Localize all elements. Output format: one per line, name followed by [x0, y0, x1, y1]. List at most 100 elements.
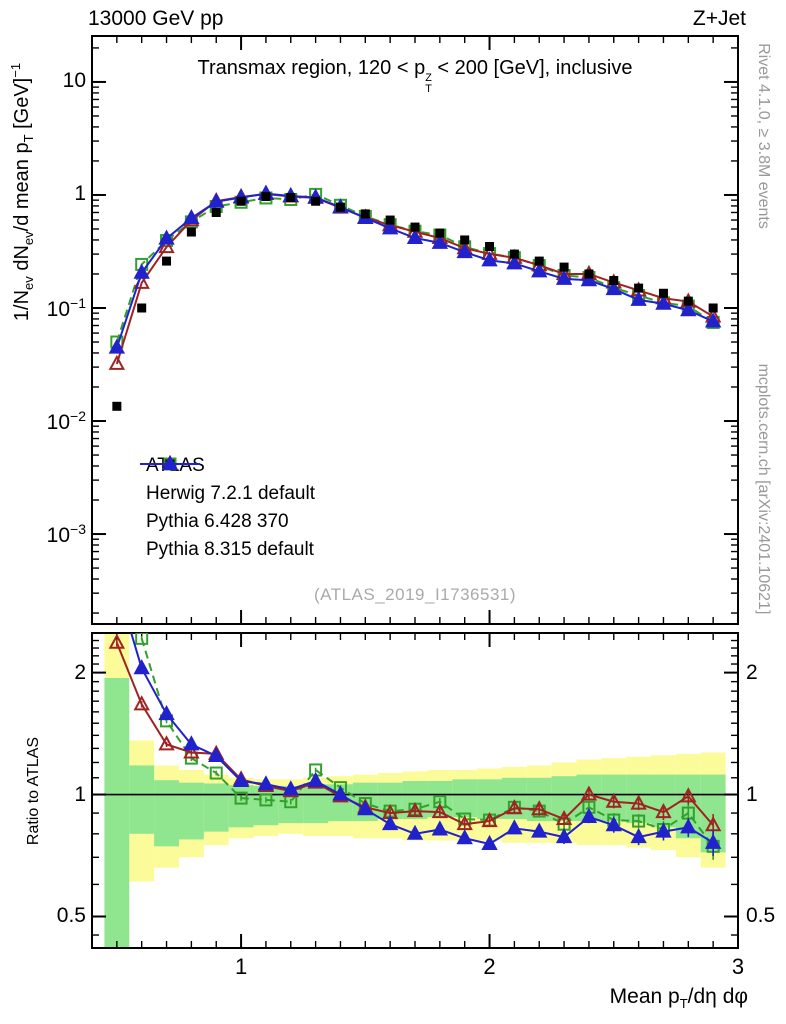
data-point-marker [360, 209, 370, 219]
data-point-marker [406, 228, 424, 245]
data-point-marker [509, 249, 519, 259]
data-point-marker [655, 294, 672, 310]
data-point-marker [605, 816, 622, 832]
data-point-marker [531, 262, 548, 278]
x-tick-label: 3 [731, 954, 745, 979]
data-point-marker [605, 279, 622, 296]
data-point-marker [236, 196, 246, 206]
data-point-marker [456, 243, 473, 259]
data-point-marker [680, 301, 697, 317]
legend-item: Pythia 6.428 370 [138, 454, 315, 536]
data-point-marker [431, 233, 449, 249]
legend-item-label: Pythia 8.315 default [146, 539, 314, 560]
data-point-marker [431, 803, 449, 819]
main-series-layer [108, 184, 722, 411]
x-tick-label: 2 [483, 954, 496, 979]
ratio-y-tick-label-left: 1 [74, 782, 86, 806]
data-point-marker [183, 743, 200, 759]
data-point-marker [110, 578, 123, 590]
data-point-marker [555, 269, 573, 285]
data-point-marker [282, 780, 299, 796]
data-point-marker [135, 633, 149, 645]
data-point-marker [259, 793, 273, 807]
legend-item-label: Herwig 7.2.1 default [146, 483, 315, 504]
data-point-marker [506, 799, 523, 815]
axis-title-part: /dη dφ [687, 985, 748, 1008]
data-point-marker [108, 633, 126, 649]
data-point-marker [133, 695, 150, 711]
data-point-marker [704, 833, 722, 849]
data-point-marker [158, 237, 175, 254]
data-point-marker [286, 192, 296, 202]
data-point-marker [211, 207, 221, 217]
data-point-marker [632, 814, 646, 828]
legend-item: Pythia 8.315 default [138, 454, 315, 564]
ratio-y-tick-label-right: 2 [746, 660, 758, 684]
ratio-uncertainty-bands [104, 633, 726, 948]
pt-subscript: T [425, 82, 432, 95]
data-point-marker [555, 809, 573, 826]
data-point-marker [234, 791, 248, 805]
data-point-marker [431, 820, 449, 836]
data-point-marker [410, 222, 420, 232]
green-band-bin [203, 783, 229, 832]
ratio-y-tick-label-right: 1 [746, 782, 758, 806]
data-point-marker [481, 251, 498, 267]
data-point-marker [332, 785, 349, 801]
data-point-marker [481, 834, 498, 850]
green-band-bin [303, 784, 329, 824]
green-band-bin [228, 785, 254, 828]
data-point-marker [385, 215, 395, 225]
main-y-tick-label: 10−1 [46, 294, 86, 321]
data-point-marker [381, 815, 399, 831]
data-point-marker [112, 401, 122, 411]
data-point-marker [531, 800, 548, 816]
data-point-marker [133, 263, 150, 279]
main-y-tick-label: 10 [62, 68, 86, 92]
data-point-marker [680, 787, 697, 803]
green-band-bin [129, 765, 155, 834]
x-tick-label: 1 [234, 954, 248, 979]
data-point-marker [580, 807, 598, 824]
main-y-tick-label: 10−2 [46, 408, 86, 435]
data-point-marker [111, 559, 122, 570]
data-point-marker [534, 256, 544, 266]
data-point-marker [381, 219, 399, 235]
beam-energy-label: 13000 GeV pp [88, 7, 224, 30]
data-point-marker [580, 785, 598, 801]
data-point-marker [559, 262, 569, 272]
data-point-marker [108, 338, 126, 354]
data-point-marker [658, 288, 668, 298]
data-point-marker [208, 746, 225, 762]
legend-item-label: Pythia 6.428 370 [146, 511, 289, 532]
data-point-marker [406, 824, 424, 840]
ratio-series-layer [108, 559, 722, 860]
series-line [115, 193, 714, 365]
data-point-marker [357, 800, 374, 816]
data-point-marker [506, 819, 523, 835]
main-y-tick-label: 1 [74, 181, 86, 205]
data-point-marker [186, 227, 196, 237]
data-point-marker [609, 276, 619, 286]
data-point-marker [158, 704, 175, 721]
process-label: Z+Jet [692, 7, 746, 30]
plot-title-suffix: < 200 [GeV], inclusive [431, 57, 633, 79]
axis-title-part: T [679, 996, 688, 1012]
data-point-marker [133, 659, 150, 675]
data-point-marker [261, 191, 271, 201]
data-point-marker [506, 254, 523, 270]
data-point-marker [683, 296, 693, 306]
data-point-marker [311, 196, 321, 206]
triangle-filled-legend-marker-icon [140, 454, 200, 470]
data-point-marker [481, 811, 498, 828]
series-line [115, 193, 714, 343]
plot-title-prefix: Transmax region, 120 < p [197, 57, 426, 79]
data-point-marker [183, 208, 200, 225]
axis-ticks [92, 36, 739, 948]
data-point-marker [704, 816, 722, 832]
data-point-marker [605, 792, 622, 808]
